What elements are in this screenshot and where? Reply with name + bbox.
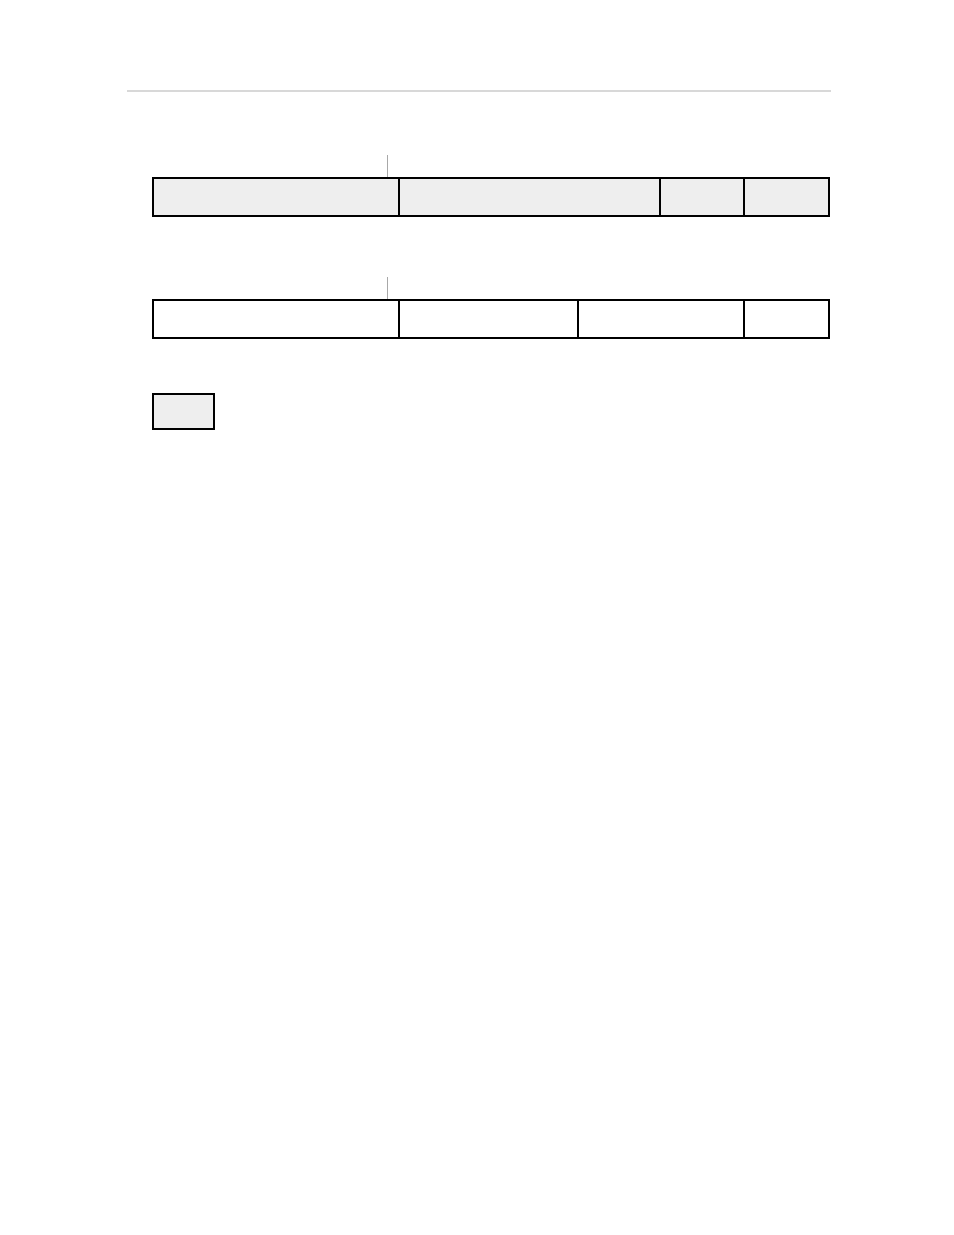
diagram2-tick xyxy=(387,277,388,299)
diagram3-box xyxy=(152,393,215,430)
diagram1-tick xyxy=(387,155,388,177)
diagram2-divider-3 xyxy=(743,300,745,338)
header-rule xyxy=(127,90,831,92)
diagram1-divider-3 xyxy=(743,178,745,216)
diagram1-box xyxy=(152,177,830,217)
diagram2-divider-2 xyxy=(577,300,579,338)
diagram2-divider-1 xyxy=(398,300,400,338)
diagram1-divider-1 xyxy=(398,178,400,216)
diagram1-divider-2 xyxy=(659,178,661,216)
diagram2-box xyxy=(152,299,830,339)
